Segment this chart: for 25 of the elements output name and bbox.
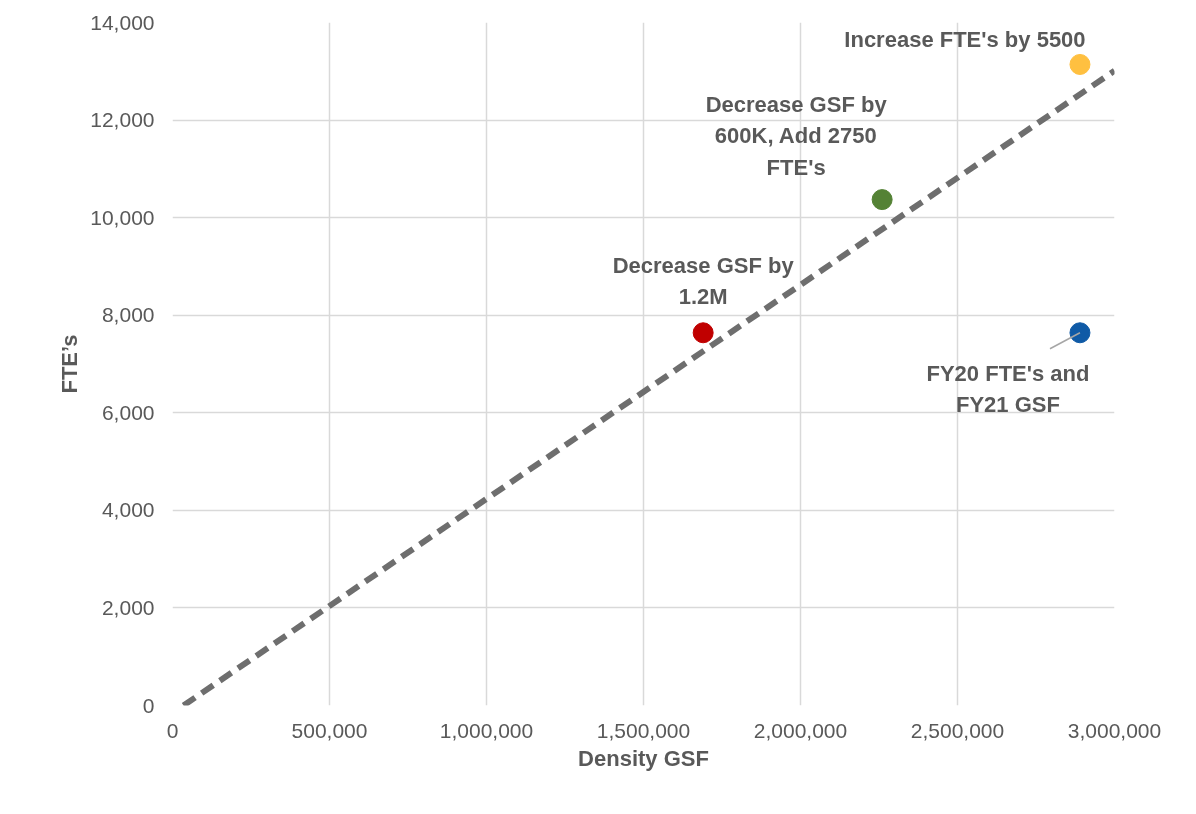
point [871, 189, 893, 211]
annotation: Decrease GSF by 1.2M [612, 252, 795, 309]
annotation: Increase FTE's by 5500 [844, 27, 1086, 53]
x-tick-label: 1,500,000 [596, 718, 691, 742]
annotation: FY20 FTE's and FY21 GSF [926, 360, 1090, 418]
y-tick-label: 0 [142, 693, 155, 717]
x-tick-label: 2,000,000 [753, 718, 848, 742]
x-tick-label: 3,000,000 [1067, 718, 1162, 742]
y-tick-label: 4,000 [101, 498, 155, 522]
point [1069, 53, 1091, 75]
y-tick-label: 14,000 [90, 10, 155, 34]
y-axis-title: FTE’s [57, 334, 83, 394]
y-tick-label: 6,000 [101, 400, 155, 424]
y-tick-label: 10,000 [90, 205, 155, 229]
annotation: Decrease GSF by 600K, Add 2750 FTE's [705, 92, 888, 180]
y-tick-label: 12,000 [90, 108, 155, 132]
x-tick-label: 2,500,000 [910, 718, 1005, 742]
point [1069, 322, 1091, 344]
x-tick-label: 500,000 [291, 718, 368, 742]
x-tick-label: 1,000,000 [439, 718, 534, 742]
x-axis-title: Density GSF [578, 745, 709, 771]
x-tick-label: 0 [166, 718, 179, 742]
point [692, 322, 714, 344]
y-tick-label: 8,000 [101, 303, 155, 327]
y-tick-label: 2,000 [101, 595, 155, 619]
